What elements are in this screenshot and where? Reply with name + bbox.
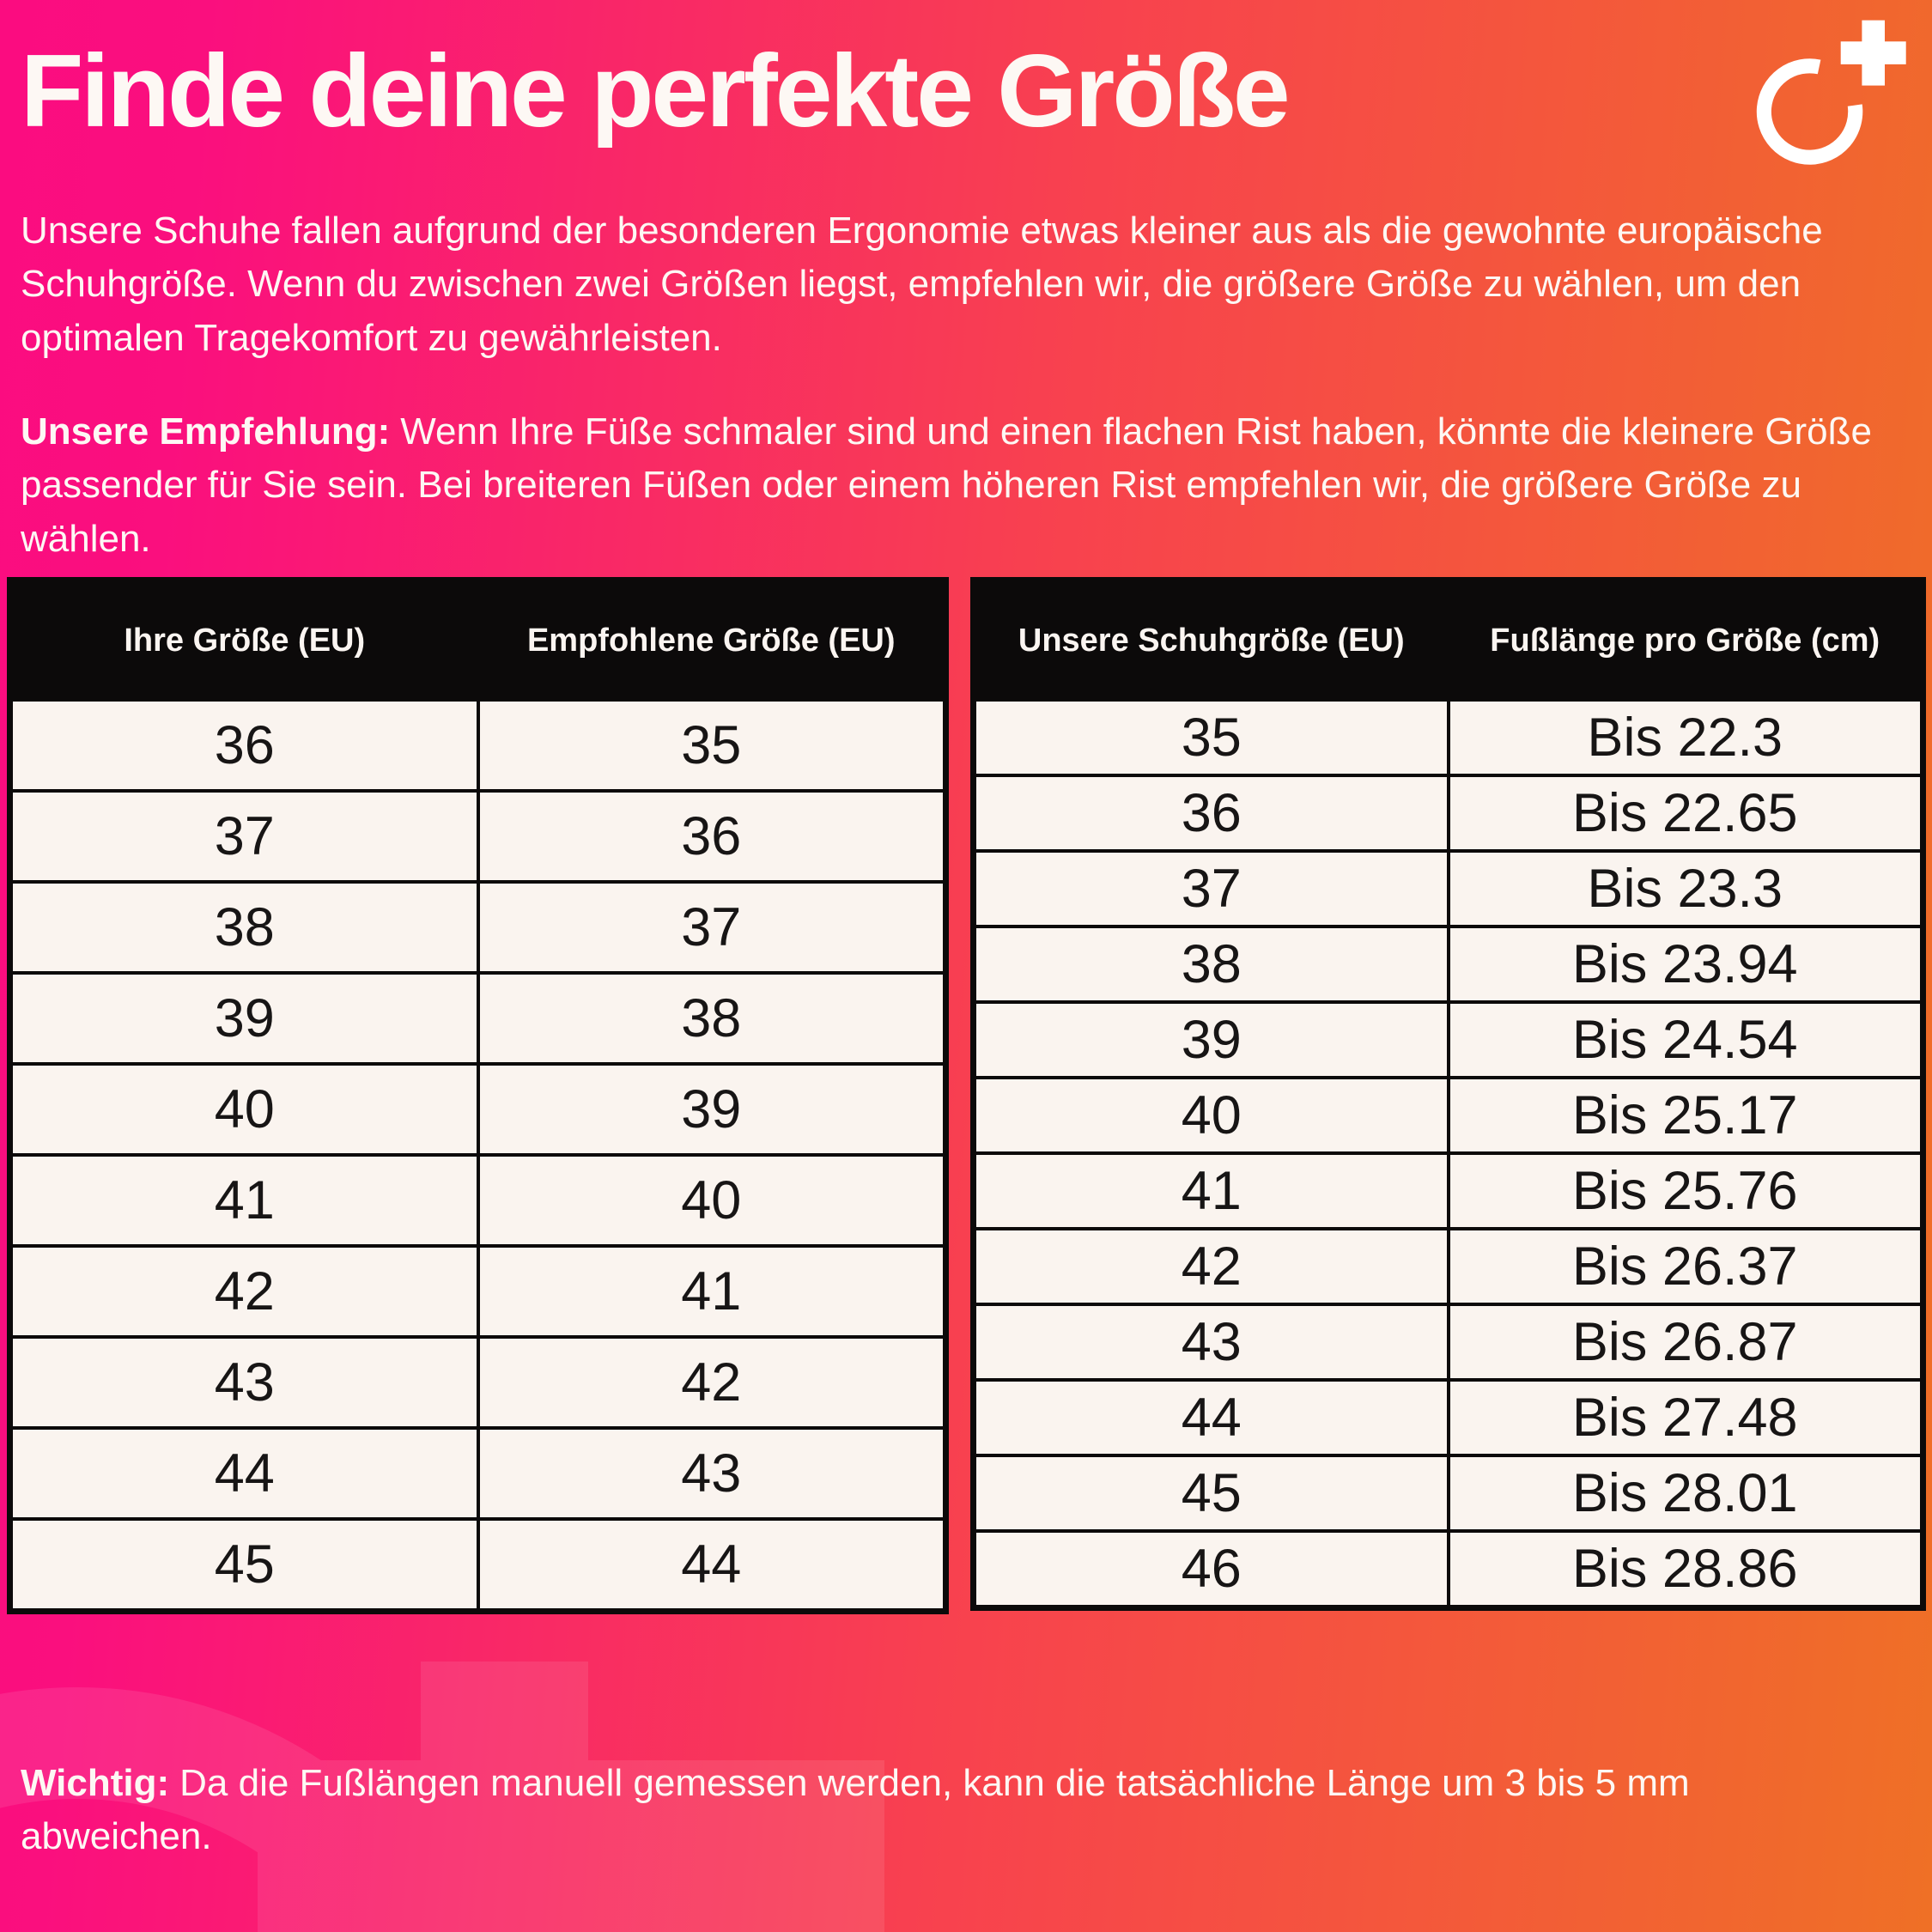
table-cell: 35 <box>971 698 1450 777</box>
table-cell: 43 <box>8 1335 480 1430</box>
table-row: 41 40 <box>8 1153 948 1248</box>
table-cell: 45 <box>971 1454 1450 1533</box>
table-row: 40 Bis 25.17 <box>971 1076 1925 1155</box>
table-row: 36 35 <box>8 698 948 793</box>
table-cell: Bis 26.37 <box>1446 1227 1925 1306</box>
table-cell: 41 <box>971 1151 1450 1230</box>
table-cell: Bis 25.17 <box>1446 1076 1925 1155</box>
important-note: Wichtig: Da die Fußlängen manuell gemesse… <box>21 1757 1867 1864</box>
table-row: 38 37 <box>8 880 948 975</box>
table-cell: 35 <box>476 698 948 793</box>
column-header-your-size: Ihre Größe (EU) <box>8 578 480 702</box>
column-header-foot-length: Fußlänge pro Größe (cm) <box>1446 578 1925 702</box>
note-label: Wichtig: <box>21 1762 170 1804</box>
table-cell: Bis 27.48 <box>1446 1378 1925 1457</box>
table-cell: 44 <box>971 1378 1450 1457</box>
table-cell: 45 <box>8 1517 480 1613</box>
table-cell: Bis 22.3 <box>1446 698 1925 777</box>
note-body: Da die Fußlängen manuell gemessen werden… <box>21 1762 1690 1858</box>
foot-length-table: Unsere Schuhgröße (EU) Fußlänge pro Größ… <box>970 577 1926 1611</box>
table-cell: 37 <box>476 880 948 975</box>
table-row: 44 43 <box>8 1426 948 1521</box>
table-row: 37 36 <box>8 789 948 884</box>
table-row: 42 41 <box>8 1244 948 1339</box>
table-cell: 36 <box>971 774 1450 853</box>
size-conversion-table: Ihre Größe (EU) Empfohlene Größe (EU) 36… <box>7 577 949 1614</box>
table-cell: 38 <box>476 971 948 1066</box>
table-cell: 39 <box>971 1000 1450 1079</box>
column-header-our-shoe-size: Unsere Schuhgröße (EU) <box>971 578 1450 702</box>
table-cell: Bis 25.76 <box>1446 1151 1925 1230</box>
table-row: 39 Bis 24.54 <box>971 1000 1925 1079</box>
table-cell: 40 <box>971 1076 1450 1155</box>
table-row: 45 Bis 28.01 <box>971 1454 1925 1533</box>
table-header-row: Ihre Größe (EU) Empfohlene Größe (EU) <box>8 578 948 702</box>
recommendation-body: Wenn Ihre Füße schmaler sind und einen f… <box>21 410 1872 560</box>
table-cell: 41 <box>476 1244 948 1339</box>
table-cell: Bis 23.94 <box>1446 925 1925 1004</box>
column-header-recommended-size: Empfohlene Größe (EU) <box>476 578 948 702</box>
table-row: 43 42 <box>8 1335 948 1430</box>
table-row: 45 44 <box>8 1517 948 1613</box>
table-cell: Bis 24.54 <box>1446 1000 1925 1079</box>
table-row: 44 Bis 27.48 <box>971 1378 1925 1457</box>
table-cell: 40 <box>8 1062 480 1157</box>
table-row: 42 Bis 26.37 <box>971 1227 1925 1306</box>
table-cell: Bis 23.3 <box>1446 849 1925 928</box>
table-cell: 43 <box>971 1303 1450 1382</box>
table-row: 40 39 <box>8 1062 948 1157</box>
table-row: 39 38 <box>8 971 948 1066</box>
table-cell: 38 <box>971 925 1450 1004</box>
table-cell: 38 <box>8 880 480 975</box>
table-cell: 37 <box>971 849 1450 928</box>
table-cell: 42 <box>8 1244 480 1339</box>
brand-logo-circle-plus-icon <box>1756 20 1906 165</box>
table-row: 38 Bis 23.94 <box>971 925 1925 1004</box>
intro-text: Unsere Schuhe fallen aufgrund der besond… <box>21 210 1823 359</box>
table-header-row: Unsere Schuhgröße (EU) Fußlänge pro Größ… <box>971 578 1925 702</box>
recommendation-label: Unsere Empfehlung: <box>21 410 391 453</box>
table-cell: 37 <box>8 789 480 884</box>
table-cell: Bis 22.65 <box>1446 774 1925 853</box>
table-cell: 40 <box>476 1153 948 1248</box>
recommendation-text: Unsere Empfehlung: Wenn Ihre Füße schmale… <box>21 405 1901 566</box>
table-row: 43 Bis 26.87 <box>971 1303 1925 1382</box>
table-cell: 36 <box>476 789 948 884</box>
table-cell: 46 <box>971 1529 1450 1610</box>
table-cell: 42 <box>971 1227 1450 1306</box>
table-row: 46 Bis 28.86 <box>971 1529 1925 1610</box>
page-title: Finde deine perfekte Größe <box>21 33 1291 149</box>
table-row: 35 Bis 22.3 <box>971 698 1925 777</box>
table-cell: 39 <box>8 971 480 1066</box>
table-row: 36 Bis 22.65 <box>971 774 1925 853</box>
table-cell: 44 <box>476 1517 948 1613</box>
table-cell: Bis 26.87 <box>1446 1303 1925 1382</box>
table-row: 41 Bis 25.76 <box>971 1151 1925 1230</box>
table-cell: 41 <box>8 1153 480 1248</box>
table-cell: Bis 28.01 <box>1446 1454 1925 1533</box>
table-cell: 44 <box>8 1426 480 1521</box>
table-cell: 39 <box>476 1062 948 1157</box>
table-cell: Bis 28.86 <box>1446 1529 1925 1610</box>
table-cell: 43 <box>476 1426 948 1521</box>
table-row: 37 Bis 23.3 <box>971 849 1925 928</box>
table-cell: 42 <box>476 1335 948 1430</box>
table-cell: 36 <box>8 698 480 793</box>
